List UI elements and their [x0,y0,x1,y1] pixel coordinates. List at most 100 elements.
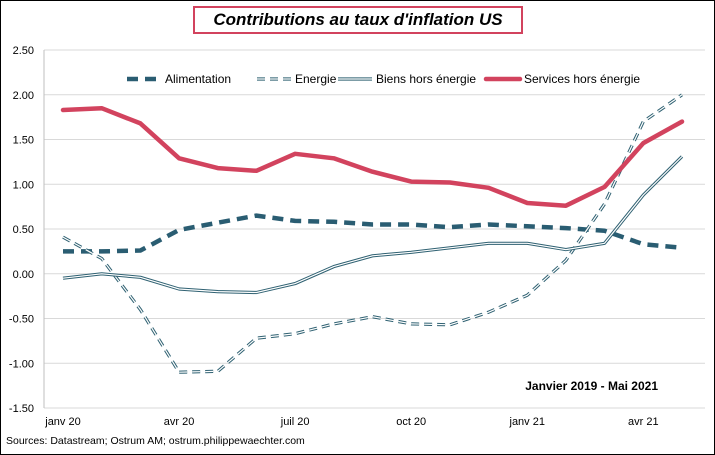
series-1-point [448,323,452,327]
series-2-point [254,291,258,295]
series-0-point [100,249,104,253]
series-3-point [409,180,413,184]
series-1-point [680,93,684,97]
series-2-point [448,246,452,250]
series-3-point [61,108,65,112]
series-1-point [487,310,491,314]
x-tick-label: juil 20 [280,416,310,428]
y-tick-label: 2.50 [13,45,34,57]
series-0-point [61,249,65,253]
series-1-point [216,369,220,373]
series-1-point [254,336,258,340]
x-tick-label: avr 20 [164,416,195,428]
series-3-line [60,105,685,208]
series-2-point [332,265,336,269]
series-3-point [680,120,684,124]
series-0-point [409,223,413,227]
series-2-point [641,193,645,197]
series-0-point [641,242,645,246]
series-0-point [448,225,452,229]
series-0-point [254,214,258,218]
series-1-point [525,293,529,297]
series-1-point [641,120,645,124]
series-3-point [525,201,529,205]
series-3-point [641,141,645,145]
series-0-point [603,229,607,233]
series-2-point [216,290,220,294]
series-3-point [254,169,258,173]
series-2-point [177,287,181,291]
series-0-point [525,224,529,228]
series-3-point [603,185,607,189]
series-2-point [371,254,375,258]
legend-label: Services hors énergie [524,72,640,86]
x-tick-label: janv 20 [44,416,80,428]
x-tick-label: oct 20 [396,416,426,428]
series-3-point [138,121,142,125]
chart-title: Contributions au taux d'inflation US [193,6,523,34]
source-note: Sources: Datastream; Ostrum AM; ostrum.p… [6,435,305,447]
series-2-point [61,276,65,280]
series-1-line-inner [62,94,683,373]
series-1-point [371,315,375,319]
series-0-point [564,226,568,230]
series-2-line-inner [62,156,683,294]
series-3-point [100,106,104,110]
x-tick-label: avr 21 [628,416,659,428]
y-tick-label: -1.00 [9,358,34,370]
legend: Alimentation Energie Biens hors énergie Ser… [127,72,640,86]
series-1-point [177,370,181,374]
series-3-point [177,156,181,160]
series-2-point [293,282,297,286]
series-1-point [332,322,336,326]
series-2-point [603,241,607,245]
series-1-point [138,308,142,312]
period-annotation: Janvier 2019 - Mai 2021 [525,379,658,393]
series-2-point [680,155,684,159]
legend-label: Energie [295,72,337,86]
series-0-point [332,220,336,224]
y-tick-label: 0.00 [13,269,34,281]
series-0-point [138,248,142,252]
series-2-point [138,275,142,279]
series-3-point [216,166,220,170]
series-3-point [448,180,452,184]
series-1-point [564,258,568,262]
series-3-point [332,156,336,160]
series-1-point [603,202,607,206]
series-lines [60,93,685,374]
series-2-point [487,241,491,245]
series-1-point [100,257,104,261]
series-3-point [487,186,491,190]
y-tick-label: 0.50 [13,224,34,236]
series-1-point [61,235,65,239]
y-tick-label: 1.00 [13,179,34,191]
y-tick-label: -0.50 [9,314,34,326]
series-2-point [525,241,529,245]
series-2-point [100,272,104,276]
x-axis-ticks: janv 20 avr 20 juil 20 oct 20 janv 21 avr 21 [44,416,658,428]
series-3-point [564,204,568,208]
series-1-point [409,322,413,326]
series-0-point [371,223,375,227]
x-tick-label: janv 21 [509,416,545,428]
legend-label: Biens hors énergie [376,72,476,86]
series-1-point [293,332,297,336]
series-0-point [216,221,220,225]
legend-label: Alimentation [165,72,231,86]
y-tick-label: 1.50 [13,135,34,147]
series-0-point [487,223,491,227]
y-tick-label: 2.00 [13,90,34,102]
series-0-point [293,219,297,223]
series-2-point [564,248,568,252]
y-axis-ticks: 2.50 2.00 1.50 1.00 0.50 0.00 -0.50 -1.00 -1.50 [9,45,34,415]
series-0-line [63,213,683,254]
series-3-point [371,170,375,174]
series-3-point [293,152,297,156]
series-2-point [409,250,413,254]
y-tick-label: -1.50 [9,403,34,415]
series-0-point [177,228,181,232]
series-0-point [680,246,684,250]
